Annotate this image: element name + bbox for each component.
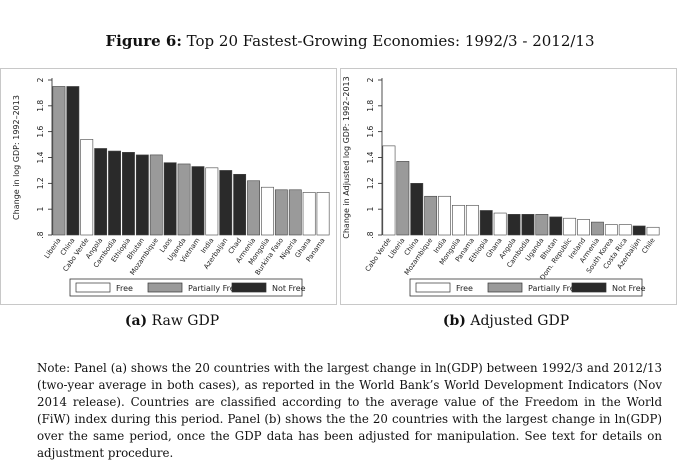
legend-label: Not Free [612,284,646,293]
bar-ghana [302,192,316,236]
legend-swatch [231,282,267,293]
legend-swatch [571,282,607,293]
legend-swatch [487,282,523,293]
panel-raw-gdp: Change in log GDP: 1992–2013 2 1.8 1.6 1.4 1.… [0,68,340,318]
bar-vietnam [191,166,205,236]
chart-frame [0,68,337,305]
legend-label: Free [456,284,473,293]
legend: Free Partially Free Not Free [69,278,306,297]
bar-uganda [177,163,191,236]
y-tick-label: 1 [36,207,45,212]
figure-note: Note: Panel (a) shows the 20 countries w… [37,361,662,460]
bar-mongolia [261,186,274,236]
y-tick-label: 1 [366,207,375,212]
bar-cabo-verde [80,139,94,236]
bar-cambodia [108,150,121,236]
bar-panama [465,204,479,236]
figure-label: Figure 6: [105,32,182,50]
bar-chad [233,173,247,236]
x-tick-label: Chile [640,237,656,256]
legend-swatch [75,282,111,293]
bar-ethiopia [479,210,493,236]
y-axis-label: Change in Adjusted log GDP: 1992–2013 [342,76,351,238]
caption-a-text: Raw GDP [151,313,220,329]
bar-south-korea [604,224,618,236]
legend-label: Free [116,284,133,293]
bar-liberia [52,86,66,236]
bar-laos [163,162,177,236]
y-tick-label: 1.6 [36,125,45,137]
bar-cambodia [521,214,535,236]
bar-armenia [591,221,604,236]
caption-b-text: Adjusted GDP [470,313,570,329]
y-tick-label: 2 [36,77,45,82]
legend: Free Partially Free Not Free [409,278,646,297]
bar-mozambique [424,195,438,236]
bar-chile [646,226,660,236]
bar-cabo-verde [382,145,396,236]
y-tick-label: .8 [366,231,375,238]
bar-burkina-faso [274,189,288,236]
bar-mozambique [149,154,163,236]
bar-china [410,183,424,236]
caption-adjusted-gdp: (b) Adjusted GDP [356,313,656,329]
y-tick-label: 1.8 [366,100,375,112]
y-tick-label: 1.6 [366,125,375,137]
bar-nigeria [288,189,302,236]
caption-b-label: (b) [442,313,466,329]
bar-ireland [577,219,590,236]
bar-liberia [396,161,410,236]
y-tick-label: .8 [36,231,45,238]
y-tick-label: 1.2 [36,177,45,189]
legend-label: Partially Free [188,284,240,293]
bar-china [66,86,80,236]
y-tick-label: 1.4 [36,151,45,163]
bar-mongolia [452,204,465,236]
bar-india [205,167,219,236]
y-tick-label: 1.8 [36,100,45,112]
bar-panama [316,192,330,236]
legend-swatch [147,282,183,293]
figure-title-text: Top 20 Fastest-Growing Economies: 1992/3… [186,32,595,50]
chart-raw-gdp: Change in log GDP: 1992–201321.81.61.41.… [0,68,337,305]
caption-raw-gdp: (a) Raw GDP [22,313,322,329]
bar-ghana [493,212,507,236]
bar-bhutan [549,216,563,236]
bar-costa-rica [618,224,632,236]
bar-india [438,195,451,236]
bar-azerbaijan [219,170,233,236]
bar-angola [507,214,521,236]
bar-azerbaijan [632,225,646,236]
y-axis-label: Change in log GDP: 1992–2013 [12,95,21,220]
y-tick-label: 1.4 [366,151,375,163]
bar-armenia [247,180,260,236]
caption-a-label: (a) [124,313,148,329]
panel-adjusted-gdp: Change in Adjusted log GDP: 1992–2013 2 1.… [340,68,680,318]
figure-title: Figure 6: Top 20 Fastest-Growing Economi… [0,32,700,50]
y-tick-label: 1.2 [366,177,375,189]
legend-label: Partially Free [528,284,580,293]
bar-dom-republic [563,217,577,236]
legend-swatch [415,282,451,293]
bar-ethiopia [122,152,135,236]
x-tick-label: Liberia [43,237,63,260]
bar-uganda [535,214,549,236]
y-tick-label: 2 [366,77,375,82]
bar-bhutan [135,154,149,236]
bar-angola [94,148,108,236]
chart-adjusted-gdp: Change in Adjusted log GDP: 1992–2013 2 1.… [340,68,677,305]
legend-label: Not Free [272,284,306,293]
chart-frame [340,68,677,305]
